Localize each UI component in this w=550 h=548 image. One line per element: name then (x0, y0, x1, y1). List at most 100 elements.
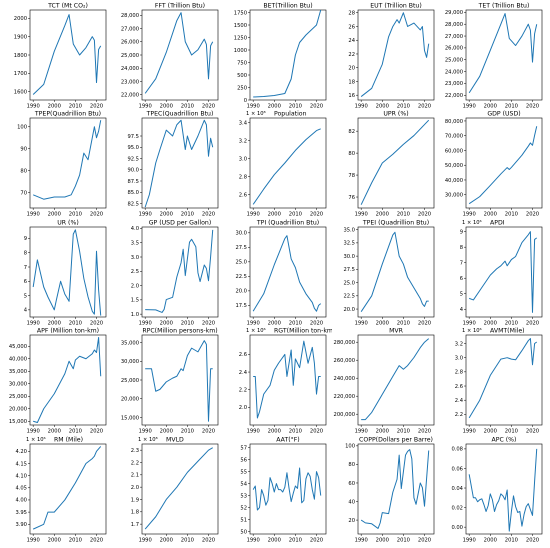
y-tick-label: 4.15 (15, 461, 27, 467)
y-tick-label: 30,000 (445, 193, 463, 199)
x-tick-label: 1990 (139, 212, 152, 217)
series-line (468, 338, 537, 419)
x-tick-label: 2000 (48, 538, 61, 544)
x-tick-label: 2010 (505, 104, 518, 109)
x-tick-label: 2020 (90, 212, 103, 217)
y-tick-label: 20,000 (121, 397, 139, 403)
y-tick-label: 95.0 (127, 145, 139, 151)
y-tick-label: 2.6 (239, 192, 247, 198)
y-tick-label: 24,000 (445, 69, 463, 75)
series-line (32, 229, 102, 316)
plot-frame (357, 9, 435, 101)
series-line (468, 13, 538, 94)
y-tick-label: 7 (24, 265, 27, 271)
plot-frame (357, 334, 435, 426)
x-tick-label: 1990 (139, 104, 152, 109)
chart-panel-7: 1990 2000 2010 2020 82.5 85.0 87.5 90.0 92.5 95.0… (127, 111, 219, 217)
x-tick-label: 2020 (310, 538, 323, 544)
x-tick-label: 1990 (139, 429, 152, 434)
y-tick-label: 27.5 (343, 267, 355, 273)
y-tick-label: 4.00 (15, 498, 27, 504)
chart-panel-20: 1990 2000 2010 2020 2.2 2.4 2.6 2.8 3.0 3.2 AVMT(M… (455, 328, 543, 433)
y-tick-label: 3.4 (239, 120, 248, 126)
y-tick-label: 0.08 (451, 447, 463, 453)
y-tick-label: 5 (460, 292, 463, 298)
y-tick-label: 23,000 (121, 79, 139, 85)
x-tick-label: 2000 (160, 321, 173, 326)
x-tick-label: 2010 (505, 321, 518, 326)
y-tick-label: 3.0 (455, 355, 463, 361)
x-tick-label: 2020 (90, 321, 103, 326)
x-tick-label: 1990 (463, 212, 476, 217)
y-tick-label: 100 (17, 125, 27, 131)
series-line (32, 120, 102, 200)
x-tick-label: 2000 (484, 538, 497, 544)
panel-title: TPEC(Quadrillion Btu) (146, 111, 214, 118)
y-tick-label: 1500 (234, 23, 247, 29)
y-tick-label: 2.3 (131, 448, 139, 454)
y-tick-label: 2.1 (131, 473, 139, 479)
y-tick-label: 500 (237, 73, 247, 79)
y-tick-label: 85.0 (127, 190, 139, 196)
x-tick-label: 2020 (526, 321, 539, 326)
y-tick-label: 22.5 (343, 294, 355, 300)
x-tick-label: 2020 (526, 104, 539, 109)
y-tick-label: 1.7 (131, 522, 139, 528)
y-tick-label: 28,000 (121, 13, 139, 19)
y-tick-label: 20,000 (9, 407, 27, 413)
y-tick-label: 0.04 (451, 486, 463, 492)
x-tick-label: 2020 (418, 212, 431, 217)
y-tick-label: 2.4 (455, 398, 464, 404)
x-tick-label: 2000 (484, 212, 497, 217)
y-tick-label: 24,000 (121, 66, 139, 72)
y-tick-label: 1600 (14, 90, 27, 96)
y-tick-label: 90 (20, 147, 27, 153)
axis-multiplier: 1 × 10⁸ (138, 437, 158, 443)
series-line (468, 126, 538, 205)
y-tick-label: 50,000 (445, 163, 463, 169)
panel-title: BET(Trillion Btu) (263, 3, 312, 10)
series-line (144, 119, 214, 208)
series-line (361, 338, 430, 421)
y-tick-label: 1.5 (131, 298, 139, 304)
x-tick-label: 2010 (181, 429, 194, 434)
y-tick-label: 0 (244, 98, 247, 104)
x-tick-label: 2020 (526, 212, 539, 217)
series-line (360, 119, 430, 205)
y-tick-label: 54 (240, 481, 247, 487)
x-tick-label: 2020 (418, 104, 431, 109)
x-tick-label: 1990 (355, 212, 368, 217)
series-line (144, 447, 213, 530)
plot-frame (141, 117, 219, 209)
y-tick-label: 1.0 (131, 312, 139, 318)
x-tick-label: 2010 (69, 538, 82, 544)
x-tick-label: 2000 (484, 321, 497, 326)
chart-panel-17: 1990 2000 2010 2020 15,000 20,000 25,000 30,000… (121, 328, 219, 434)
y-tick-label: 220,000 (334, 394, 355, 400)
y-tick-label: 22,000 (121, 93, 139, 99)
y-tick-label: 3.5 (131, 241, 139, 247)
y-tick-label: 7 (460, 260, 463, 266)
x-tick-label: 1990 (247, 212, 260, 217)
y-tick-label: 30.0 (235, 231, 247, 237)
axis-multiplier: 1 × 10⁶ (462, 220, 482, 226)
chart-panel-1: 1990 2000 2010 2020 1600 1700 1800 1900 2000 TCT … (14, 3, 107, 108)
y-tick-label: 23,000 (445, 81, 463, 87)
x-tick-label: 2010 (289, 104, 302, 109)
plot-frame (357, 443, 435, 535)
x-tick-label: 1990 (355, 429, 368, 434)
x-tick-label: 2000 (376, 212, 389, 217)
y-tick-label: 1.9 (131, 497, 139, 503)
panel-title: MVR (389, 328, 404, 335)
x-tick-label: 1990 (463, 104, 476, 109)
y-tick-label: 57 (240, 445, 247, 451)
y-tick-label: 4.10 (15, 473, 27, 479)
panel-title: MVLD (166, 437, 184, 444)
y-tick-label: 80 (348, 462, 355, 468)
x-tick-label: 2010 (397, 321, 410, 326)
y-tick-label: 60 (348, 481, 355, 487)
x-tick-label: 2020 (202, 429, 215, 434)
x-tick-label: 1990 (355, 538, 368, 544)
x-tick-label: 2010 (181, 104, 194, 109)
